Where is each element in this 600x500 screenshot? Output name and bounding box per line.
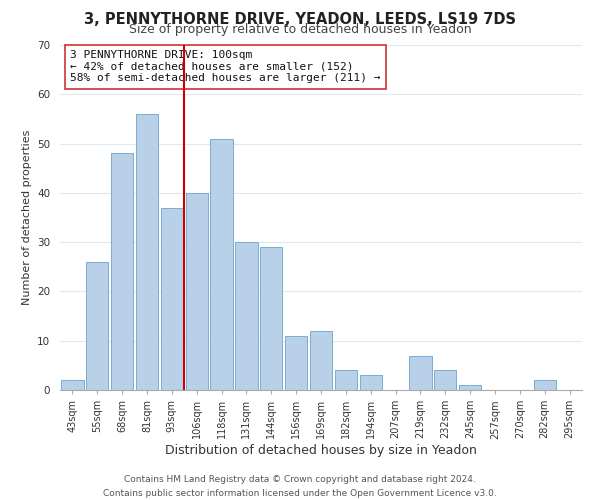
Bar	[335, 370, 357, 390]
Bar	[310, 331, 332, 390]
Bar	[61, 380, 83, 390]
Text: Size of property relative to detached houses in Yeadon: Size of property relative to detached ho…	[128, 22, 472, 36]
Bar	[136, 114, 158, 390]
Bar	[409, 356, 431, 390]
Bar	[161, 208, 183, 390]
Bar	[359, 375, 382, 390]
Bar	[111, 154, 133, 390]
Bar	[459, 385, 481, 390]
Text: Contains HM Land Registry data © Crown copyright and database right 2024.
Contai: Contains HM Land Registry data © Crown c…	[103, 476, 497, 498]
X-axis label: Distribution of detached houses by size in Yeadon: Distribution of detached houses by size …	[165, 444, 477, 457]
Bar	[285, 336, 307, 390]
Bar	[185, 193, 208, 390]
Bar	[235, 242, 257, 390]
Bar	[533, 380, 556, 390]
Bar	[86, 262, 109, 390]
Bar	[260, 247, 283, 390]
Bar	[434, 370, 457, 390]
Text: 3, PENNYTHORNE DRIVE, YEADON, LEEDS, LS19 7DS: 3, PENNYTHORNE DRIVE, YEADON, LEEDS, LS1…	[84, 12, 516, 28]
Y-axis label: Number of detached properties: Number of detached properties	[22, 130, 32, 305]
Bar	[211, 138, 233, 390]
Text: 3 PENNYTHORNE DRIVE: 100sqm
← 42% of detached houses are smaller (152)
58% of se: 3 PENNYTHORNE DRIVE: 100sqm ← 42% of det…	[70, 50, 381, 84]
